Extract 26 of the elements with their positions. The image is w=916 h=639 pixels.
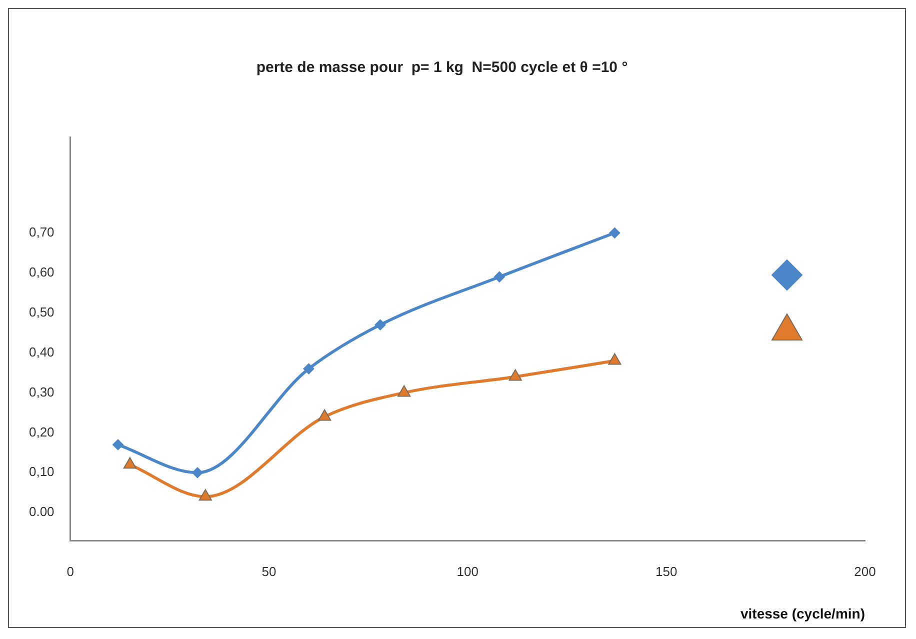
y-tick-label: 0,30 (28, 384, 54, 400)
point (609, 227, 620, 238)
point (508, 369, 522, 381)
chart-title: perte de masse pour p= 1 kg N=500 cycle et θ =10 ° (256, 59, 628, 76)
point (198, 489, 212, 501)
x-tick-label: 200 (854, 564, 876, 579)
y-tick-label: 0,40 (28, 344, 54, 360)
y-tick-label: 0.00 (28, 504, 54, 520)
point (494, 271, 505, 282)
point (398, 385, 411, 397)
y-tick-label: 0,50 (28, 304, 54, 320)
point (123, 457, 136, 469)
y-tick-label: 0,60 (28, 264, 54, 280)
point (318, 409, 332, 421)
x-tick-label: 50 (262, 564, 276, 579)
y-tick-label: 0,10 (28, 464, 54, 480)
point (303, 363, 314, 374)
x-tick-label: 150 (655, 564, 678, 579)
y-tick-label: 0,20 (28, 424, 54, 440)
point (112, 439, 124, 450)
y-tick-label: 0,70 (28, 224, 54, 240)
point (608, 353, 622, 365)
x-tick-label: 100 (456, 564, 478, 579)
point (374, 319, 386, 330)
x-axis-title: vitesse (cycle/min) (740, 605, 865, 622)
x-tick-label: 0 (66, 564, 74, 579)
